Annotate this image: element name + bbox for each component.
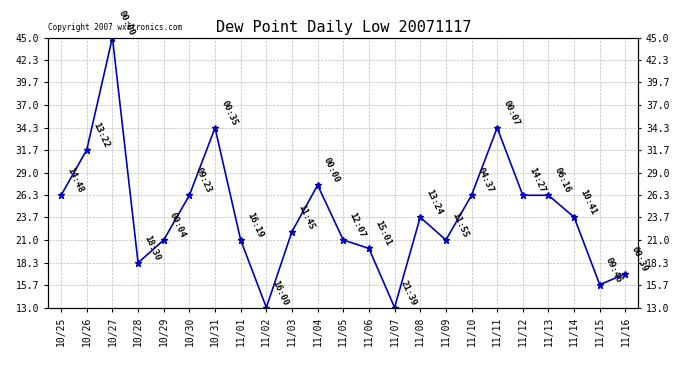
- Text: 00:35: 00:35: [219, 99, 239, 127]
- Text: 00:04: 00:04: [168, 211, 188, 239]
- Text: 00:39: 00:39: [629, 245, 649, 273]
- Text: Copyright 2007 wxftronics.com: Copyright 2007 wxftronics.com: [48, 23, 182, 32]
- Text: 14:27: 14:27: [527, 166, 546, 195]
- Text: 09:23: 09:23: [193, 166, 213, 195]
- Text: 00:00: 00:00: [117, 9, 136, 37]
- Text: 06:16: 06:16: [553, 166, 572, 195]
- Text: 21:39: 21:39: [399, 279, 418, 307]
- Text: 16:19: 16:19: [245, 211, 264, 239]
- Text: 00:00: 00:00: [322, 156, 342, 184]
- Text: 14:48: 14:48: [66, 166, 85, 195]
- Text: 10:41: 10:41: [578, 188, 598, 216]
- Text: 04:37: 04:37: [475, 166, 495, 195]
- Text: 12:07: 12:07: [348, 211, 367, 239]
- Text: 18:30: 18:30: [142, 234, 161, 262]
- Title: Dew Point Daily Low 20071117: Dew Point Daily Low 20071117: [215, 20, 471, 35]
- Text: 11:55: 11:55: [450, 211, 470, 239]
- Text: 13:24: 13:24: [424, 188, 444, 216]
- Text: 09:46: 09:46: [604, 256, 624, 284]
- Text: 16:00: 16:00: [270, 279, 290, 307]
- Text: 13:22: 13:22: [91, 121, 110, 149]
- Text: 15:01: 15:01: [373, 219, 393, 248]
- Text: 11:45: 11:45: [296, 202, 315, 231]
- Text: 00:07: 00:07: [502, 99, 521, 127]
